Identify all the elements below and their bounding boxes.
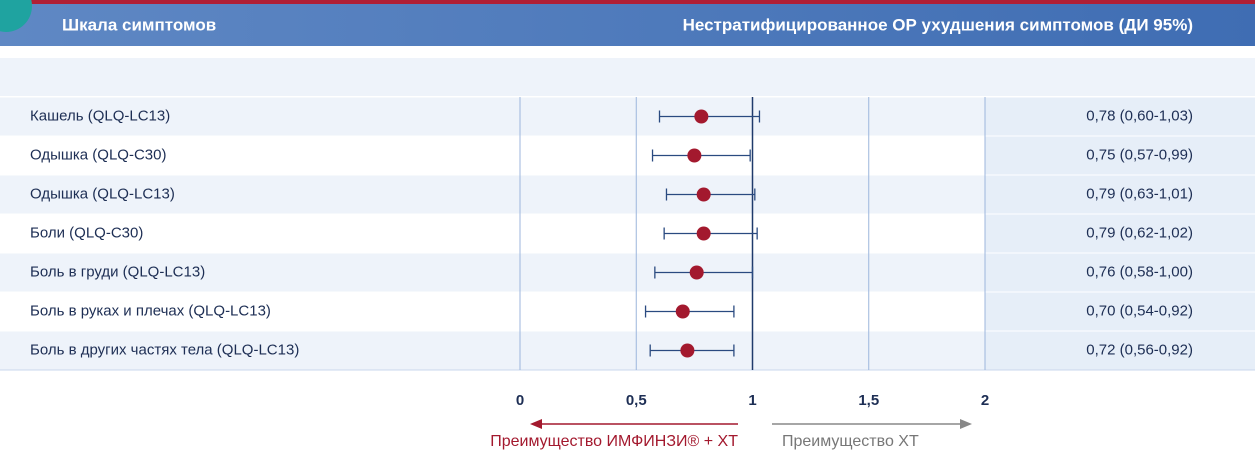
value-cell bbox=[985, 175, 1255, 214]
value-label: 0,75 (0,57-0,99) bbox=[1086, 146, 1193, 163]
badge bbox=[0, 0, 32, 32]
value-cell bbox=[985, 292, 1255, 331]
top-rule bbox=[0, 0, 1255, 4]
row-label: Боль в руках и плечах (QLQ-LC13) bbox=[30, 302, 271, 319]
point bbox=[696, 226, 711, 241]
chart-title: Нестратифицированное ОР ухудшения симпто… bbox=[683, 15, 1193, 34]
arrow-right-head bbox=[960, 419, 972, 429]
row-label: Одышка (QLQ-C30) bbox=[30, 146, 167, 163]
spacer-row bbox=[0, 58, 1255, 96]
value-cell bbox=[985, 331, 1255, 370]
value-cell bbox=[985, 253, 1255, 292]
value-label: 0,78 (0,60-1,03) bbox=[1086, 107, 1193, 124]
label-header: Шкала симптомов bbox=[62, 15, 216, 34]
x-tick-label: 2 bbox=[981, 392, 989, 409]
x-tick-label: 1 bbox=[748, 392, 756, 409]
point bbox=[680, 343, 695, 358]
arrow-left-head bbox=[530, 419, 542, 429]
row-label: Кашель (QLQ-LC13) bbox=[30, 107, 170, 124]
point bbox=[696, 187, 711, 202]
value-cell bbox=[985, 214, 1255, 253]
value-label: 0,70 (0,54-0,92) bbox=[1086, 302, 1193, 319]
annotation-left: Преимущество ИМФИНЗИ® + ХТ bbox=[490, 433, 738, 450]
x-tick-label: 0,5 bbox=[626, 392, 647, 409]
header-band bbox=[0, 4, 1255, 46]
row-label: Одышка (QLQ-LC13) bbox=[30, 185, 175, 202]
point bbox=[675, 304, 690, 319]
x-tick-label: 0 bbox=[516, 392, 524, 409]
value-label: 0,72 (0,56-0,92) bbox=[1086, 341, 1193, 358]
value-label: 0,79 (0,63-1,01) bbox=[1086, 185, 1193, 202]
point bbox=[694, 109, 709, 124]
row-label: Боль в других частях тела (QLQ-LC13) bbox=[30, 341, 299, 358]
value-label: 0,76 (0,58-1,00) bbox=[1086, 263, 1193, 280]
point bbox=[687, 148, 702, 163]
value-cell bbox=[985, 97, 1255, 136]
x-tick-label: 1,5 bbox=[858, 392, 879, 409]
point bbox=[689, 265, 704, 280]
value-label: 0,79 (0,62-1,02) bbox=[1086, 224, 1193, 241]
row-label: Боли (QLQ-C30) bbox=[30, 224, 143, 241]
annotation-right: Преимущество ХТ bbox=[782, 433, 919, 450]
row-label: Боль в груди (QLQ-LC13) bbox=[30, 263, 205, 280]
value-cell bbox=[985, 136, 1255, 175]
